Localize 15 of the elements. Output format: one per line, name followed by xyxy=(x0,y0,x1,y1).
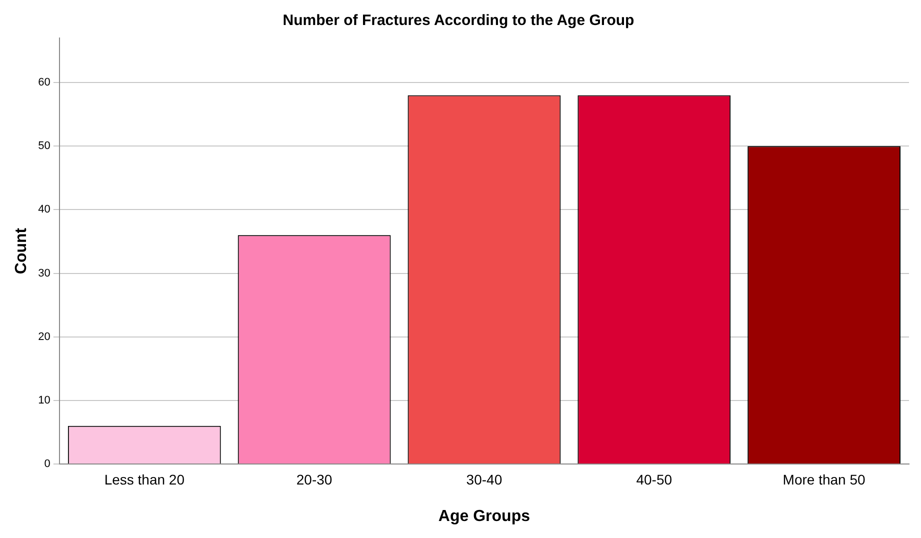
y-tick-label: 0 xyxy=(44,458,50,470)
y-axis-title: Count xyxy=(13,227,30,274)
chart-title: Number of Fractures According to the Age Group xyxy=(282,12,634,30)
x-axis-title: Age Groups xyxy=(438,508,530,525)
y-tick-label: 50 xyxy=(38,140,50,152)
x-tick-label: 20-30 xyxy=(296,471,332,488)
x-tick-label: Less than 20 xyxy=(104,471,185,488)
y-tick-label: 30 xyxy=(38,267,50,280)
y-tick-label: 20 xyxy=(38,330,50,343)
y-tick-label: 60 xyxy=(38,76,50,89)
y-tick-label: 10 xyxy=(38,394,50,406)
x-tick-label: 40-50 xyxy=(636,471,672,488)
y-tick-label: 40 xyxy=(38,204,50,216)
x-tick-label: 30-40 xyxy=(466,471,502,488)
x-tick-label: More than 50 xyxy=(782,471,866,488)
